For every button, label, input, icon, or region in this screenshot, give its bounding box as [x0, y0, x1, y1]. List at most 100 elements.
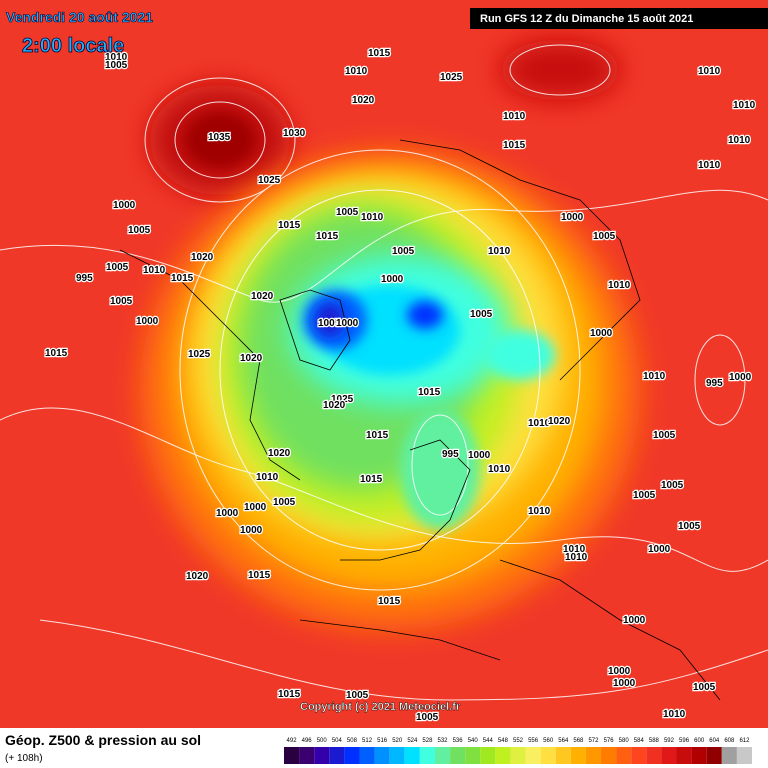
isobar-label: 1020 — [251, 291, 274, 302]
isobar-label: 1020 — [548, 416, 571, 427]
isobar-label: 1010 — [105, 52, 128, 63]
colorbar-swatch — [646, 747, 662, 764]
isobar-label: 1015 — [368, 48, 391, 59]
colorbar-swatch — [314, 747, 330, 764]
colorbar-swatch — [434, 747, 451, 764]
isobar-label: 1005 — [593, 231, 616, 242]
colorbar-tick: 552 — [513, 738, 524, 744]
colorbar-tick: 580 — [619, 738, 630, 744]
isobar-label: 1015 — [171, 273, 194, 284]
isobar-label: 1010 — [698, 160, 721, 171]
isobar-label: 1015 — [360, 474, 383, 485]
time: 2:00 locale — [22, 35, 124, 57]
isobar-label: 1015 — [248, 570, 271, 581]
footer-title: Géop. Z500 & pression au sol — [5, 732, 201, 748]
isobar-label: 1010 — [503, 111, 526, 122]
isobar-label: 1015 — [366, 430, 389, 441]
isobar-label: 1010 — [663, 709, 686, 720]
colorbar-swatch — [299, 747, 315, 764]
colorbar-swatch — [721, 747, 737, 764]
isobar-label: 1010 — [643, 371, 666, 382]
isobar-label: 1005 — [470, 309, 493, 320]
colorbar-tick: 516 — [377, 738, 388, 744]
colorbar-swatch — [616, 747, 632, 764]
isobar-label: 1020 — [352, 95, 375, 106]
colorbar-tick: 604 — [709, 738, 720, 744]
isobar-label: 1020 — [240, 353, 263, 364]
colorbar-swatch — [555, 747, 571, 764]
colorbar-tick: 500 — [317, 738, 328, 744]
colorbar-swatch — [389, 747, 405, 764]
colorbar-tick: 524 — [407, 738, 418, 744]
colorbar-tick: 508 — [347, 738, 358, 744]
isobar-label: 995 — [76, 273, 93, 284]
colorbar-tick: 584 — [634, 738, 645, 744]
colorbar-swatch — [631, 747, 647, 764]
colorbar: 492 496 500 504 508 512 516 520 524 528 532 536 540 5… — [284, 738, 752, 764]
colorbar-tick: 544 — [483, 738, 494, 744]
colorbar-swatch — [525, 747, 541, 764]
colorbar-tick: 528 — [422, 738, 433, 744]
isobar-label: 1025 — [440, 72, 463, 83]
isobar-label: 1010 — [256, 472, 279, 483]
colorbar-tick: 572 — [588, 738, 599, 744]
isobar-label: 1000 — [336, 318, 359, 329]
date: Vendredi 20 août 2021 — [6, 9, 153, 25]
isobar-label: 1025 — [188, 349, 211, 360]
isobar-label: 1010 — [698, 66, 721, 77]
colorbar-tick: 596 — [679, 738, 690, 744]
isobar-labels: 1010100510151010102510201010101510101010… — [44, 47, 757, 725]
colorbar-swatch — [344, 747, 360, 764]
isobar-label: 1020 — [323, 400, 346, 411]
copyright: Copyright (c) 2021 Meteociel.fr — [300, 701, 461, 713]
colorbar-swatch — [495, 747, 511, 764]
lead-time: (+ 108h) — [5, 753, 43, 764]
isobar-label: 1010 — [608, 280, 631, 291]
isobar-label: 1035 — [208, 132, 231, 143]
isobar-label: 1000 — [648, 544, 671, 555]
isobar-label: 1010 — [143, 265, 166, 276]
colorbar-swatch — [661, 747, 677, 764]
isobar-label: 1010 — [728, 135, 751, 146]
isobar-label: 1000 — [381, 274, 404, 285]
colorbar-swatch — [359, 747, 375, 764]
isobar-label: 995 — [442, 449, 459, 460]
isobar-label: 1010 — [488, 464, 511, 475]
isobar-label: 1000 — [729, 372, 752, 383]
colorbar-tick: 612 — [739, 738, 750, 744]
isobars — [0, 44, 768, 701]
isobar-label: 1005 — [273, 497, 296, 508]
isobar-label: 1015 — [278, 220, 301, 231]
colorbar-tick: 560 — [543, 738, 554, 744]
isobar-label: 1010 — [565, 552, 588, 563]
coastlines — [119, 139, 721, 701]
isobar-label: 1005 — [678, 521, 701, 532]
isobar-label: 1015 — [316, 231, 339, 242]
colorbar-swatch — [480, 747, 496, 764]
isobar-label: 1005 — [633, 490, 656, 501]
colorbar-swatch — [585, 747, 602, 764]
isobar-label: 1000 — [468, 450, 491, 461]
isobar-label: 1030 — [283, 128, 306, 139]
isobar-label: 1010 — [733, 100, 756, 111]
isobar-label: 1010 — [528, 418, 551, 429]
isobar-label: 1020 — [186, 571, 209, 582]
colorbar-tick: 564 — [558, 738, 569, 744]
colorbar-tick: 600 — [694, 738, 705, 744]
colorbar-swatch — [676, 747, 692, 764]
isobar-label: 1000 — [113, 200, 136, 211]
isobar-label: 1015 — [418, 387, 441, 398]
colorbar-tick: 608 — [724, 738, 735, 744]
isobar-label: 1010 — [361, 212, 384, 223]
isobar-label: 1010 — [563, 544, 586, 555]
isobar-label: 1005 — [336, 207, 359, 218]
isobar-label: 1005 — [128, 225, 151, 236]
isobar-label: 1005 — [661, 480, 684, 491]
colorbar-swatch — [570, 747, 586, 764]
colorbar-tick: 568 — [573, 738, 584, 744]
colorbar-tick: 576 — [604, 738, 615, 744]
isobar-label: 1005 — [653, 430, 676, 441]
colorbar-swatch — [706, 747, 722, 764]
isobar-label: 1005 — [106, 262, 129, 273]
